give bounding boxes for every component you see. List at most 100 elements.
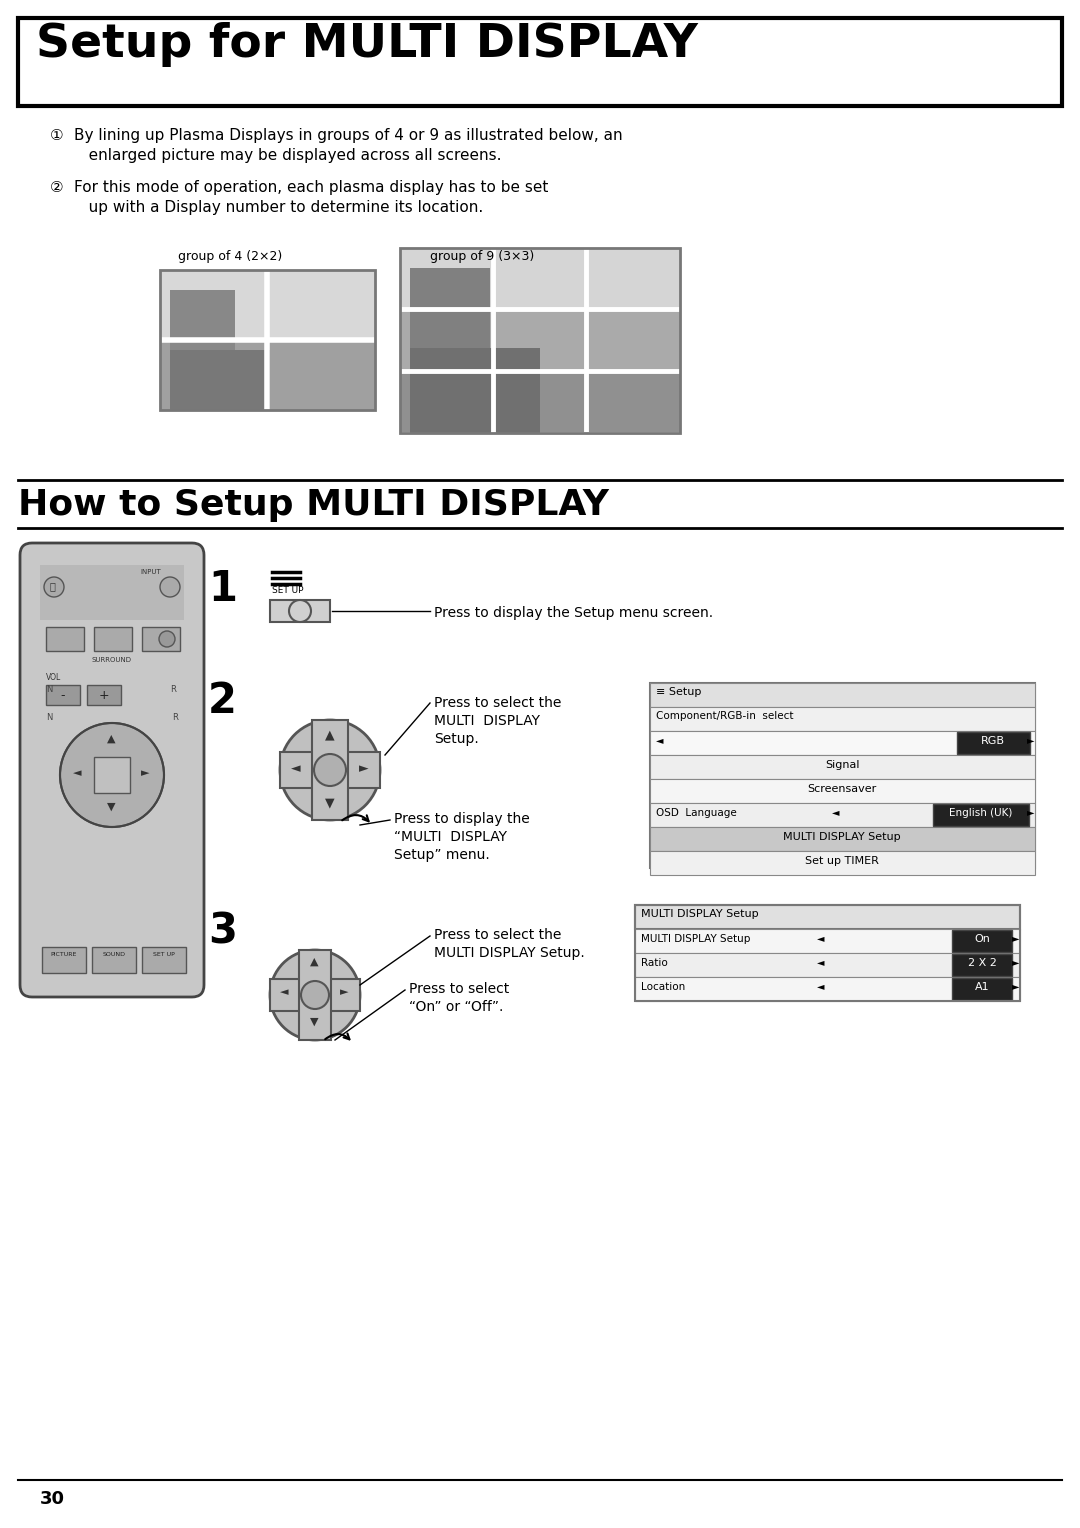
Bar	[40, 565, 184, 620]
Circle shape	[270, 950, 360, 1041]
Bar	[94, 626, 132, 651]
Bar	[270, 979, 360, 1012]
Text: ►: ►	[1012, 957, 1020, 967]
Text: SET UP: SET UP	[153, 952, 175, 957]
Bar	[400, 248, 680, 432]
Text: up with a Display number to determine its location.: up with a Display number to determine it…	[75, 200, 483, 215]
Circle shape	[160, 578, 180, 597]
Bar	[635, 976, 1020, 1001]
Text: OSD  Language: OSD Language	[656, 808, 737, 817]
Bar	[94, 756, 130, 793]
Text: Ratio: Ratio	[642, 958, 667, 969]
Bar	[650, 827, 1035, 851]
Text: ▲: ▲	[107, 733, 116, 744]
Text: N: N	[46, 714, 52, 723]
FancyBboxPatch shape	[21, 542, 204, 996]
Text: On: On	[974, 934, 990, 944]
Text: MULTI DISPLAY Setup: MULTI DISPLAY Setup	[642, 934, 751, 944]
Text: Signal: Signal	[825, 759, 860, 770]
Text: By lining up Plasma Displays in groups of 4 or 9 as illustrated below, an: By lining up Plasma Displays in groups o…	[75, 128, 623, 144]
Text: 2: 2	[208, 680, 237, 723]
Bar	[87, 685, 121, 704]
Bar	[400, 248, 680, 309]
Text: Press to display the Setup menu screen.: Press to display the Setup menu screen.	[434, 607, 713, 620]
Text: Press to select: Press to select	[409, 983, 510, 996]
Bar	[400, 309, 680, 370]
Bar	[92, 947, 136, 973]
Text: Screensaver: Screensaver	[808, 784, 877, 795]
Bar	[951, 953, 1012, 976]
Bar	[410, 348, 540, 432]
Text: MULTI DISPLAY Setup.: MULTI DISPLAY Setup.	[434, 946, 584, 960]
Text: +: +	[98, 689, 109, 701]
Text: Location: Location	[642, 983, 685, 992]
Text: Setup” menu.: Setup” menu.	[394, 848, 489, 862]
Text: Setup for MULTI DISPLAY: Setup for MULTI DISPLAY	[36, 21, 698, 67]
Text: INPUT: INPUT	[140, 568, 161, 575]
Text: ◄: ◄	[816, 957, 824, 967]
Bar	[951, 978, 1012, 999]
Text: ►: ►	[141, 769, 149, 778]
Text: SET UP: SET UP	[272, 587, 303, 594]
Text: ≡ Setup: ≡ Setup	[656, 688, 701, 697]
Bar	[299, 950, 330, 1041]
Bar	[635, 905, 1020, 1001]
Bar	[160, 341, 375, 410]
Bar	[650, 851, 1035, 876]
Bar	[160, 270, 375, 410]
Bar	[951, 931, 1012, 952]
Text: ▲: ▲	[325, 727, 335, 741]
Bar	[650, 804, 1035, 827]
Text: ►: ►	[340, 987, 349, 996]
Circle shape	[301, 981, 329, 1008]
Text: 3: 3	[208, 911, 237, 952]
Bar	[18, 18, 1062, 105]
Text: ◄: ◄	[816, 934, 824, 943]
Text: ◄: ◄	[291, 762, 300, 775]
Text: enlarged picture may be displayed across all screens.: enlarged picture may be displayed across…	[75, 148, 501, 163]
Text: R: R	[172, 714, 178, 723]
Text: ►: ►	[1027, 807, 1035, 817]
Text: PICTURE: PICTURE	[51, 952, 77, 957]
Bar	[650, 683, 1035, 707]
Text: ②: ②	[50, 180, 64, 196]
Bar	[635, 953, 1020, 976]
Text: Press to select the: Press to select the	[434, 927, 562, 941]
Text: ►: ►	[1027, 735, 1035, 746]
Text: MULTI  DISPLAY: MULTI DISPLAY	[434, 714, 540, 727]
Circle shape	[60, 723, 164, 827]
Text: ◄: ◄	[656, 735, 663, 746]
Bar	[933, 804, 1029, 827]
Bar	[42, 947, 86, 973]
Bar	[160, 270, 375, 341]
Text: VOL: VOL	[46, 672, 62, 681]
Text: 1: 1	[208, 568, 237, 610]
Text: Component/RGB-in  select: Component/RGB-in select	[656, 711, 794, 721]
Text: ▼: ▼	[107, 802, 116, 811]
Text: A1: A1	[974, 983, 989, 992]
Bar	[141, 947, 186, 973]
Text: RGB: RGB	[981, 736, 1005, 746]
Bar	[650, 730, 1035, 755]
Text: For this mode of operation, each plasma display has to be set: For this mode of operation, each plasma …	[75, 180, 549, 196]
Bar	[312, 720, 348, 821]
Text: How to Setup MULTI DISPLAY: How to Setup MULTI DISPLAY	[18, 487, 609, 523]
Text: ►: ►	[359, 762, 368, 775]
Text: ◄: ◄	[816, 981, 824, 992]
Bar	[400, 371, 680, 432]
Text: Setup.: Setup.	[434, 732, 478, 746]
Circle shape	[44, 578, 64, 597]
Bar	[46, 685, 80, 704]
Text: SURROUND: SURROUND	[92, 657, 132, 663]
Bar	[957, 732, 1030, 753]
Text: MULTI DISPLAY Setup: MULTI DISPLAY Setup	[783, 833, 901, 842]
Text: -: -	[60, 689, 65, 701]
Bar	[650, 779, 1035, 804]
Text: Press to select the: Press to select the	[434, 695, 562, 711]
Bar	[141, 626, 180, 651]
Text: ◄: ◄	[832, 807, 839, 817]
Bar	[650, 683, 1035, 868]
Text: ►: ►	[1012, 981, 1020, 992]
Text: ◄: ◄	[280, 987, 288, 996]
Text: ①: ①	[50, 128, 64, 144]
